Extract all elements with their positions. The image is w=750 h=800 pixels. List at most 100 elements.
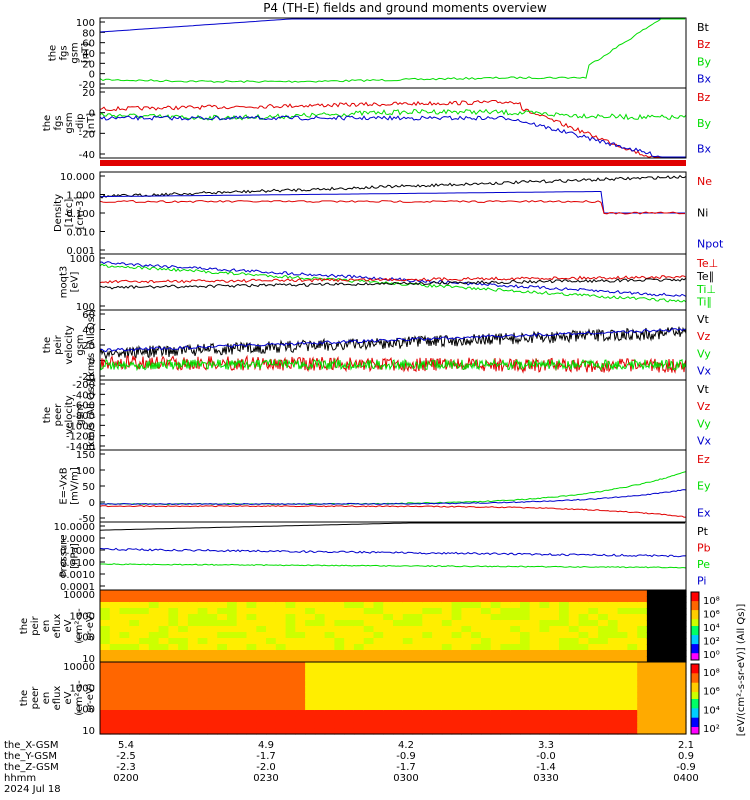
spectro-cell xyxy=(363,710,375,717)
spectro-cell xyxy=(295,656,306,663)
y-tick-label: -800 xyxy=(72,411,95,422)
series-Pi xyxy=(99,547,687,558)
spectro-cell xyxy=(139,680,150,687)
spectro-cell xyxy=(666,596,677,603)
colorbar-cell xyxy=(691,644,699,647)
spectro-cell xyxy=(256,626,267,633)
spectro-cell xyxy=(285,632,296,639)
spectro-cell xyxy=(480,728,492,735)
spectro-cell xyxy=(617,632,628,639)
ylabel-line: [cm-3] xyxy=(75,196,86,229)
spectro-cell xyxy=(598,602,609,609)
panel-frame xyxy=(99,171,687,255)
spectro-cell xyxy=(109,626,121,633)
spectro-cell xyxy=(422,698,433,705)
spectro-cell xyxy=(305,638,316,645)
spectro-cell xyxy=(539,674,550,681)
spectro-cell xyxy=(207,728,218,735)
legend-Ni: Ni xyxy=(697,206,708,219)
panel-frame xyxy=(99,253,687,311)
spectro-cell xyxy=(549,596,560,603)
spectro-cell xyxy=(139,662,150,669)
spectro-cell xyxy=(266,620,277,627)
panel-2-ylabel: thefgsgsm-dip[nT] xyxy=(42,112,97,133)
colorbar-cell xyxy=(691,592,699,595)
spectro-cell xyxy=(676,638,687,645)
spectro-cell xyxy=(227,698,238,705)
spectro-cell xyxy=(656,626,668,633)
spectro-cell xyxy=(227,716,238,723)
spectro-cell xyxy=(246,620,257,627)
spectro-cell xyxy=(637,698,648,705)
spectro-cell xyxy=(598,692,609,699)
spectro-cell xyxy=(139,608,150,615)
spectro-cell xyxy=(100,680,111,687)
spectro-cell xyxy=(353,602,365,609)
spectro-cell xyxy=(510,596,521,603)
spectro-cell xyxy=(236,632,248,639)
spectro-cell xyxy=(246,710,257,717)
spectro-cell xyxy=(422,704,433,711)
spectro-cell xyxy=(168,692,179,699)
spectro-cell xyxy=(119,704,130,711)
spectro-cell xyxy=(109,656,121,663)
spectro-cell xyxy=(402,602,414,609)
spectro-cell xyxy=(168,632,179,639)
spectro-cell xyxy=(646,650,658,657)
spectro-cell xyxy=(529,620,541,627)
spectro-cell xyxy=(217,650,228,657)
spectro-cell xyxy=(158,590,169,597)
spectro-cell xyxy=(109,632,121,639)
spectro-cell xyxy=(676,692,687,699)
spectro-cell xyxy=(383,686,394,693)
spectro-cell xyxy=(197,620,209,627)
spectro-cell xyxy=(656,668,668,675)
spectro-cell xyxy=(295,626,306,633)
spectro-cell xyxy=(246,692,257,699)
spectro-cell xyxy=(100,692,111,699)
spectro-cell xyxy=(549,614,560,621)
spectro-cell xyxy=(617,698,628,705)
spectro-cell xyxy=(393,704,404,711)
spectro-cell xyxy=(227,662,238,669)
spectro-cell xyxy=(256,704,267,711)
spectro-cell xyxy=(324,608,335,615)
panel-frame xyxy=(99,379,687,451)
spectro-cell xyxy=(109,674,121,681)
spectro-cell xyxy=(656,686,668,693)
spectro-cell xyxy=(461,698,472,705)
spectro-cell xyxy=(637,608,648,615)
spectro-cell xyxy=(373,656,384,663)
spectro-cell xyxy=(461,662,472,669)
spectro-cell xyxy=(207,650,218,657)
spectro-cell xyxy=(295,596,306,603)
spectro-cell xyxy=(598,716,609,723)
spectro-cell xyxy=(402,668,414,675)
spectro-cell xyxy=(529,614,541,621)
spectro-cell xyxy=(490,710,502,717)
spectro-cell xyxy=(412,632,423,639)
ylabel-line: [nPa] xyxy=(70,543,81,569)
spectro-cell xyxy=(568,710,580,717)
spectro-cell xyxy=(266,590,277,597)
spectro-cell xyxy=(295,662,306,669)
spectro-cell xyxy=(373,698,384,705)
colorbar-cell xyxy=(691,731,699,735)
spectro-cell xyxy=(344,626,355,633)
spectro-cell xyxy=(676,656,687,663)
spectro-cell xyxy=(588,674,599,681)
spectro-cell xyxy=(441,602,453,609)
spectro-cell xyxy=(646,674,658,681)
spectro-cell xyxy=(119,644,130,651)
spectro-cell xyxy=(666,668,677,675)
spectro-cell xyxy=(275,662,287,669)
spectro-cell xyxy=(353,704,365,711)
spectro-cell xyxy=(187,698,199,705)
spectro-cell xyxy=(187,608,199,615)
spectro-cell xyxy=(510,728,521,735)
spectro-cell xyxy=(305,674,316,681)
spectro-cell xyxy=(432,620,443,627)
spectro-cell xyxy=(363,704,375,711)
